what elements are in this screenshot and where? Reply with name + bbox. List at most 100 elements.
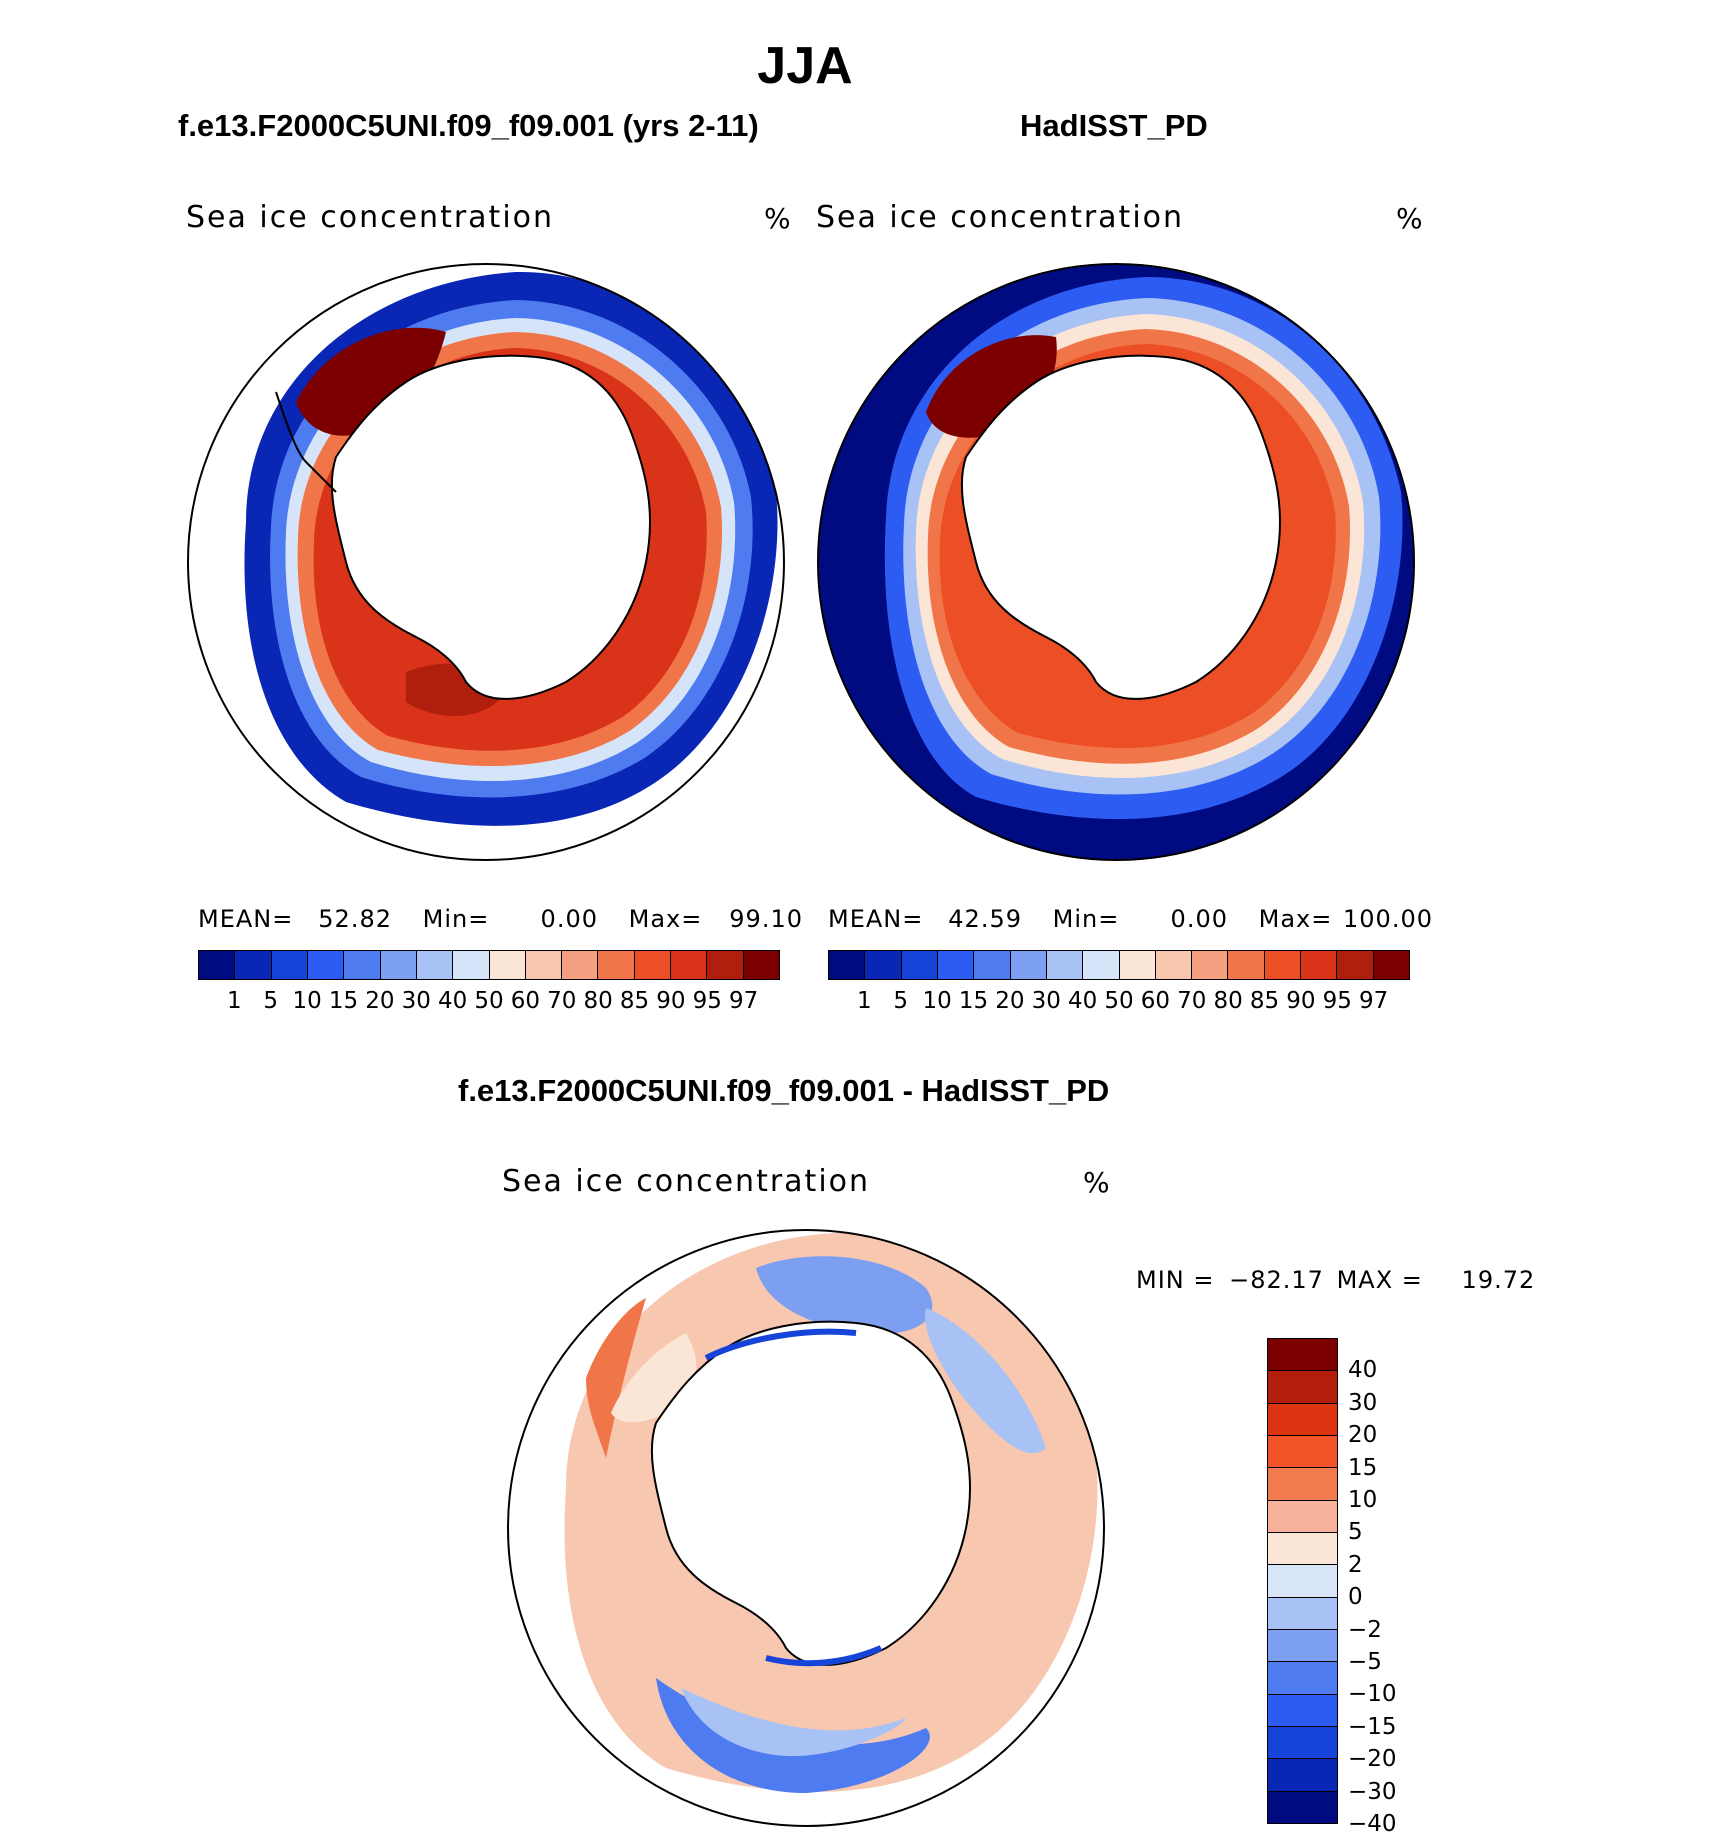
diff-colorbar-tick-label: −5 xyxy=(1348,1649,1382,1675)
left-colorbar-swatch xyxy=(598,951,635,979)
diff-colorbar-tick-label: −20 xyxy=(1348,1746,1397,1773)
diff-colorbar-tick-label: −30 xyxy=(1348,1778,1397,1805)
right-colorbar-swatch xyxy=(1301,951,1338,979)
left-colorbar-swatch xyxy=(344,951,381,979)
diff-colorbar-tick-label: −15 xyxy=(1348,1713,1397,1740)
right-colorbar-swatch xyxy=(1155,951,1193,979)
left-colorbar-swatch xyxy=(489,951,526,979)
diff-colorbar-swatch xyxy=(1268,1791,1337,1823)
left-colorbar-swatch xyxy=(671,951,708,979)
diff-colorbar-swatch xyxy=(1268,1435,1337,1469)
left-colorbar-swatch xyxy=(271,951,308,979)
diff-colorbar-tick-label: 40 xyxy=(1348,1357,1378,1384)
right-mean-label: MEAN= xyxy=(828,905,924,933)
left-colorbar-swatch xyxy=(235,951,272,979)
right-variable-label: Sea ice concentration xyxy=(816,200,1185,235)
left-colorbar-swatch xyxy=(416,951,454,979)
diff-colorbar-tick-label: −2 xyxy=(1348,1616,1382,1643)
left-case-title: f.e13.F2000C5UNI.f09_f09.001 (yrs 2-11) xyxy=(178,108,759,143)
diff-colorbar-swatch xyxy=(1268,1403,1337,1436)
left-mean-value: 52.82 xyxy=(318,905,392,933)
diff-colorbar-swatch xyxy=(1268,1726,1337,1760)
left-max-label: Max= xyxy=(628,905,703,933)
right-colorbar-tick-label: 70 xyxy=(1177,988,1207,1014)
right-colorbar-tick-label: 50 xyxy=(1104,988,1134,1014)
left-colorbar xyxy=(198,950,780,980)
right-colorbar-tick-label: 5 xyxy=(893,988,909,1014)
left-units-label: % xyxy=(764,202,791,235)
left-min-label: Min= xyxy=(422,905,490,933)
right-case-title: HadISST_PD xyxy=(1020,108,1208,143)
diff-colorbar-swatch xyxy=(1268,1532,1337,1566)
left-stats: MEAN= 52.82 Min= 0.00 Max= 99.10 xyxy=(198,905,803,933)
diff-colorbar-swatch xyxy=(1268,1759,1337,1792)
left-colorbar-swatch xyxy=(525,951,563,979)
right-colorbar-swatch xyxy=(1264,951,1302,979)
right-colorbar-tick-label: 30 xyxy=(1031,988,1061,1014)
left-max-value: 99.10 xyxy=(729,905,803,933)
diff-colorbar-tick-label: 2 xyxy=(1348,1551,1363,1578)
right-colorbar-tick-label: 1 xyxy=(857,988,872,1014)
left-colorbar-tick-label: 70 xyxy=(547,988,577,1014)
right-colorbar-swatch xyxy=(1228,951,1265,979)
left-colorbar-swatch xyxy=(453,951,490,979)
diff-colorbar-swatch xyxy=(1268,1694,1337,1727)
diff-colorbar-tick-label: 10 xyxy=(1348,1487,1378,1513)
right-colorbar-swatch xyxy=(1192,951,1229,979)
left-colorbar-swatch xyxy=(634,951,672,979)
left-colorbar-tick-label: 90 xyxy=(656,988,686,1014)
left-colorbar-tick-label: 80 xyxy=(583,988,613,1014)
left-map xyxy=(187,263,785,861)
diff-variable-label: Sea ice concentration xyxy=(502,1164,871,1199)
diff-colorbar-swatch xyxy=(1268,1565,1337,1598)
right-colorbar xyxy=(828,950,1410,980)
left-colorbar-tick-label: 5 xyxy=(263,988,279,1014)
diff-colorbar-tick-label: 0 xyxy=(1348,1584,1363,1611)
right-map xyxy=(817,263,1415,861)
left-colorbar-tick-label: 20 xyxy=(365,988,395,1014)
right-colorbar-swatch xyxy=(901,951,938,979)
right-colorbar-tick-label: 85 xyxy=(1249,988,1280,1014)
diff-colorbar-tick-label: 5 xyxy=(1348,1519,1363,1546)
diff-colorbar-swatch xyxy=(1268,1468,1337,1501)
right-colorbar-tick-label: 40 xyxy=(1067,988,1098,1014)
right-colorbar-swatch xyxy=(1337,951,1374,979)
left-colorbar-tick-label: 40 xyxy=(437,988,468,1014)
left-colorbar-swatch xyxy=(562,951,599,979)
right-colorbar-swatch xyxy=(974,951,1011,979)
diff-colorbar-tick-label: 15 xyxy=(1348,1454,1378,1481)
right-colorbar-tick-label: 60 xyxy=(1140,988,1171,1014)
left-colorbar-tick-label: 10 xyxy=(292,988,322,1014)
left-colorbar-swatch xyxy=(707,951,744,979)
left-colorbar-tick-label: 97 xyxy=(728,988,759,1014)
diff-colorbar xyxy=(1267,1338,1338,1824)
right-colorbar-swatch xyxy=(1119,951,1156,979)
right-colorbar-tick-label: 80 xyxy=(1213,988,1243,1014)
right-min-label: Min= xyxy=(1052,905,1120,933)
diff-colorbar-swatch xyxy=(1268,1662,1337,1695)
diff-map xyxy=(507,1229,1105,1827)
right-colorbar-swatch xyxy=(1046,951,1084,979)
right-colorbar-swatch xyxy=(1373,951,1409,979)
diff-min-label: MIN = xyxy=(1136,1266,1215,1294)
right-stats: MEAN= 42.59 Min= 0.00 Max= 100.00 xyxy=(828,905,1433,933)
diff-colorbar-tick-label: −10 xyxy=(1348,1681,1397,1708)
left-colorbar-tick-label: 60 xyxy=(510,988,541,1014)
left-colorbar-tick-label: 1 xyxy=(227,988,242,1014)
diff-max-label: MAX = xyxy=(1336,1266,1423,1294)
diff-stats: MIN = −82.17 MAX = 19.72 xyxy=(1136,1266,1535,1294)
diff-case-title: f.e13.F2000C5UNI.f09_f09.001 - HadISST_P… xyxy=(458,1073,1110,1108)
right-mean-value: 42.59 xyxy=(948,905,1022,933)
left-colorbar-tick-label: 50 xyxy=(474,988,504,1014)
right-colorbar-tick-label: 10 xyxy=(922,988,952,1014)
right-colorbar-tick-label: 95 xyxy=(1322,988,1352,1014)
right-antarctica xyxy=(960,354,1281,700)
left-mean-label: MEAN= xyxy=(198,905,294,933)
left-antarctica xyxy=(330,354,651,700)
left-colorbar-tick-label: 15 xyxy=(328,988,359,1014)
right-colorbar-tick-label: 20 xyxy=(995,988,1025,1014)
diff-max-value: 19.72 xyxy=(1461,1266,1536,1294)
diff-colorbar-swatch xyxy=(1268,1339,1337,1372)
diff-colorbar-tick-label: 30 xyxy=(1348,1389,1378,1416)
left-colorbar-swatch xyxy=(199,951,236,979)
